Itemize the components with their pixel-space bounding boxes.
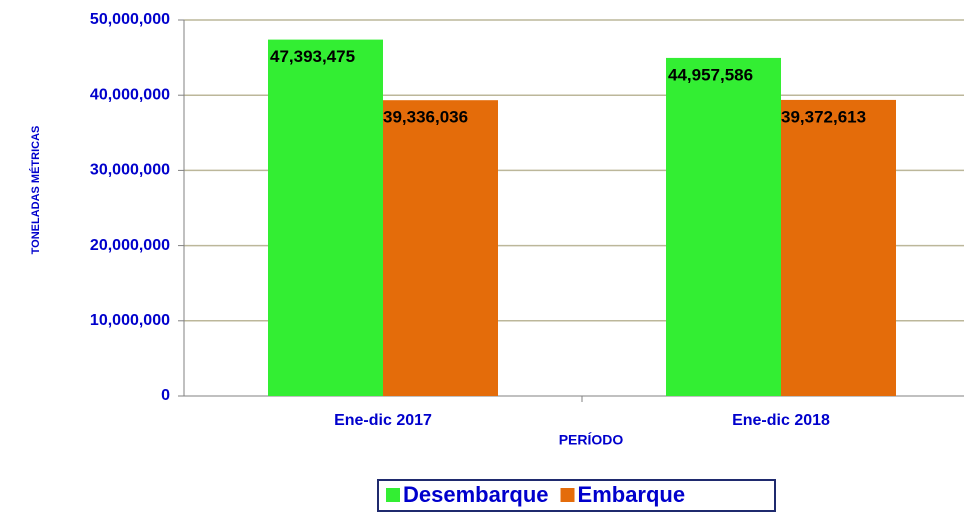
x-tick-label: Ene-dic 2018 — [732, 412, 830, 429]
bar — [268, 39, 383, 396]
y-tick-label: 20,000,000 — [90, 237, 170, 254]
bar — [666, 57, 781, 397]
data-label: 39,336,036 — [383, 108, 468, 127]
legend-box — [377, 479, 776, 512]
bar — [383, 100, 498, 397]
legend-swatch — [386, 488, 400, 502]
bar — [781, 99, 896, 396]
data-label: 47,393,475 — [270, 47, 355, 66]
data-label: 44,957,586 — [668, 65, 753, 84]
y-tick-label: 50,000,000 — [90, 11, 170, 28]
x-tick-label: Ene-dic 2017 — [334, 412, 432, 429]
legend-label: Embarque — [578, 482, 686, 507]
y-axis-title: TONELADAS MÉTRICAS — [29, 126, 42, 255]
y-tick-label: 40,000,000 — [90, 86, 170, 103]
y-tick-label: 30,000,000 — [90, 162, 170, 179]
data-label: 39,372,613 — [781, 107, 866, 126]
legend-label: Desembarque — [403, 482, 549, 507]
legend-swatch — [560, 488, 575, 502]
y-tick-label: 0 — [161, 387, 170, 404]
y-tick-label: 10,000,000 — [90, 312, 170, 329]
x-axis-title: PERÍODO — [559, 432, 624, 448]
